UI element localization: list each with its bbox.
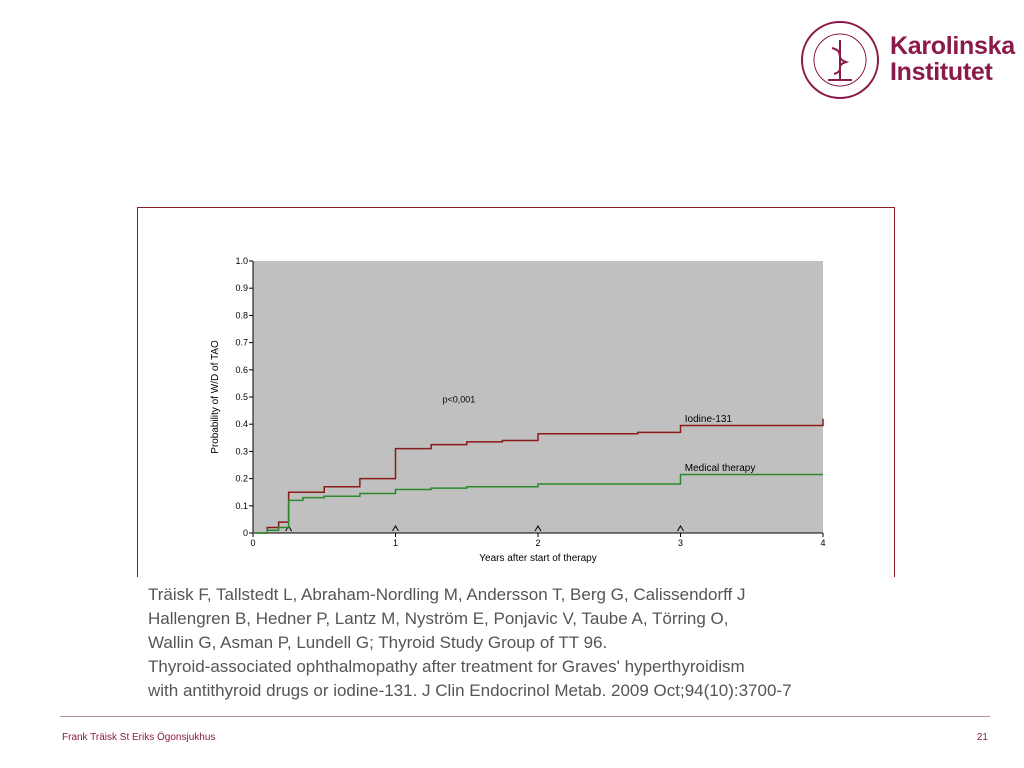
y-tick-label: 0.2	[235, 474, 248, 484]
y-tick-label: 0.6	[235, 365, 248, 375]
censor-marker	[677, 525, 684, 532]
y-tick-label: 0	[243, 528, 248, 538]
y-tick-label: 0.8	[235, 310, 248, 320]
page-number: 21	[976, 732, 988, 743]
caption-line: with antithyroid drugs or iodine-131. J …	[148, 681, 792, 700]
p-value-annotation: p<0,001	[443, 394, 476, 404]
x-axis-title: Years after start of therapy	[479, 553, 596, 564]
censor-marker	[392, 525, 399, 532]
survival-chart: 0 0.1 0.2 0.3 0.4 0.5 0.6 0.7 0.8 0.9 1.0 0 1 2 3 4 Iodi…	[210, 256, 826, 564]
logo-word-1: Karolinska	[890, 32, 1015, 60]
x-tick-label: 0	[250, 538, 255, 548]
caption-line: Wallin G, Asman P, Lundell G; Thyroid St…	[148, 633, 608, 652]
y-tick-label: 0.1	[235, 501, 248, 511]
y-tick-label: 0.5	[235, 392, 248, 402]
caption-line: Thyroid-associated ophthalmopathy after …	[148, 657, 745, 676]
caption-line: Träisk F, Tallstedt L, Abraham-Nordling …	[148, 585, 746, 604]
citation-caption: Träisk F, Tallstedt L, Abraham-Nordling …	[148, 583, 948, 703]
footer-author: Frank Träisk St Eriks Ögonsjukhus	[62, 732, 216, 743]
series-line	[253, 418, 824, 534]
plot-area	[253, 261, 823, 533]
series-line	[253, 473, 823, 534]
censor-marker	[534, 525, 542, 532]
x-tick-label: 2	[535, 538, 540, 548]
seal-icon	[801, 21, 879, 99]
y-tick-label: 1.0	[235, 256, 248, 266]
series-label: Medical therapy	[685, 463, 756, 474]
x-tick-label: 4	[820, 538, 825, 548]
y-tick-label: 0.7	[235, 338, 248, 348]
x-tick-label: 1	[393, 538, 398, 548]
series-label: Iodine-131	[685, 414, 733, 425]
chart-frame: 0 0.1 0.2 0.3 0.4 0.5 0.6 0.7 0.8 0.9 1.0 0 1 2 3 4 Iodi…	[137, 207, 895, 577]
karolinska-logo: Karolinska Institutet	[798, 18, 1015, 102]
caption-line: Hallengren B, Hedner P, Lantz M, Nyström…	[148, 609, 729, 628]
y-tick-label: 0.3	[235, 446, 248, 456]
y-tick-label: 0.4	[235, 419, 248, 429]
footer-divider	[60, 716, 990, 717]
logo-word-2: Institutet	[890, 58, 993, 86]
y-tick-label: 0.9	[235, 283, 248, 293]
x-tick-label: 3	[678, 538, 683, 548]
y-axis-title: Probability of W/D of TAO	[210, 340, 221, 454]
